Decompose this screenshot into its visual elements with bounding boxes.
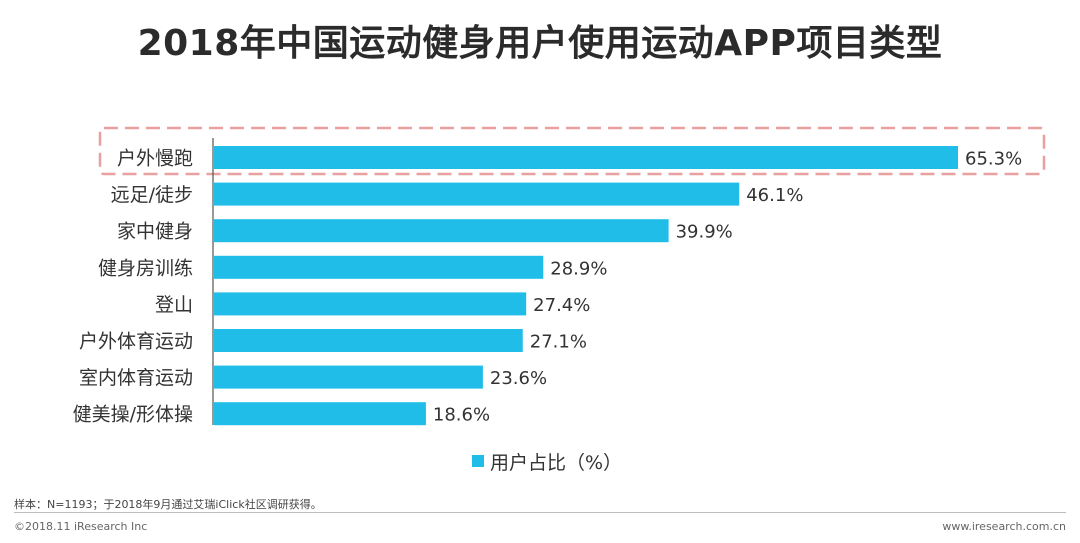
value-label-1: 46.1% bbox=[746, 185, 803, 206]
sample-note: 样本：N=1193；于2018年9月通过艾瑞iClick社区调研获得。 bbox=[14, 498, 322, 511]
legend-label: 用户占比（%） bbox=[490, 451, 623, 474]
bar-4 bbox=[214, 292, 527, 316]
category-label-0: 户外慢跑 bbox=[117, 148, 193, 170]
bar-1 bbox=[214, 182, 740, 206]
website-link[interactable]: www.iresearch.com.cn bbox=[942, 520, 1066, 533]
legend: 用户占比（%） bbox=[472, 448, 622, 474]
category-label-1: 远足/徒步 bbox=[111, 184, 193, 206]
highlight-box bbox=[98, 126, 1046, 176]
value-label-7: 18.6% bbox=[433, 405, 490, 426]
value-label-6: 23.6% bbox=[490, 368, 547, 389]
category-label-3: 健身房训练 bbox=[98, 257, 193, 279]
chart-title: 2018年中国运动健身用户使用运动APP项目类型 bbox=[137, 23, 943, 64]
value-label-0: 65.3% bbox=[965, 149, 1022, 170]
copyright: ©2018.11 iResearch Inc bbox=[14, 520, 148, 533]
category-label-6: 室内体育运动 bbox=[79, 367, 193, 389]
value-label-4: 27.4% bbox=[533, 295, 590, 316]
category-label-4: 登山 bbox=[155, 294, 193, 316]
value-label-2: 39.9% bbox=[676, 222, 733, 243]
bar-3 bbox=[214, 255, 544, 279]
bar-7 bbox=[214, 402, 426, 426]
bar-6 bbox=[214, 365, 483, 389]
bar-2 bbox=[214, 219, 669, 243]
category-label-7: 健美操/形体操 bbox=[73, 404, 193, 426]
category-label-2: 家中健身 bbox=[117, 221, 193, 243]
category-label-5: 户外体育运动 bbox=[79, 331, 193, 353]
bar-5 bbox=[214, 329, 523, 352]
legend-swatch bbox=[472, 455, 484, 467]
value-label-5: 27.1% bbox=[530, 332, 587, 353]
footer-divider bbox=[14, 512, 1066, 513]
value-label-3: 28.9% bbox=[550, 258, 607, 279]
bar-0 bbox=[214, 146, 958, 169]
